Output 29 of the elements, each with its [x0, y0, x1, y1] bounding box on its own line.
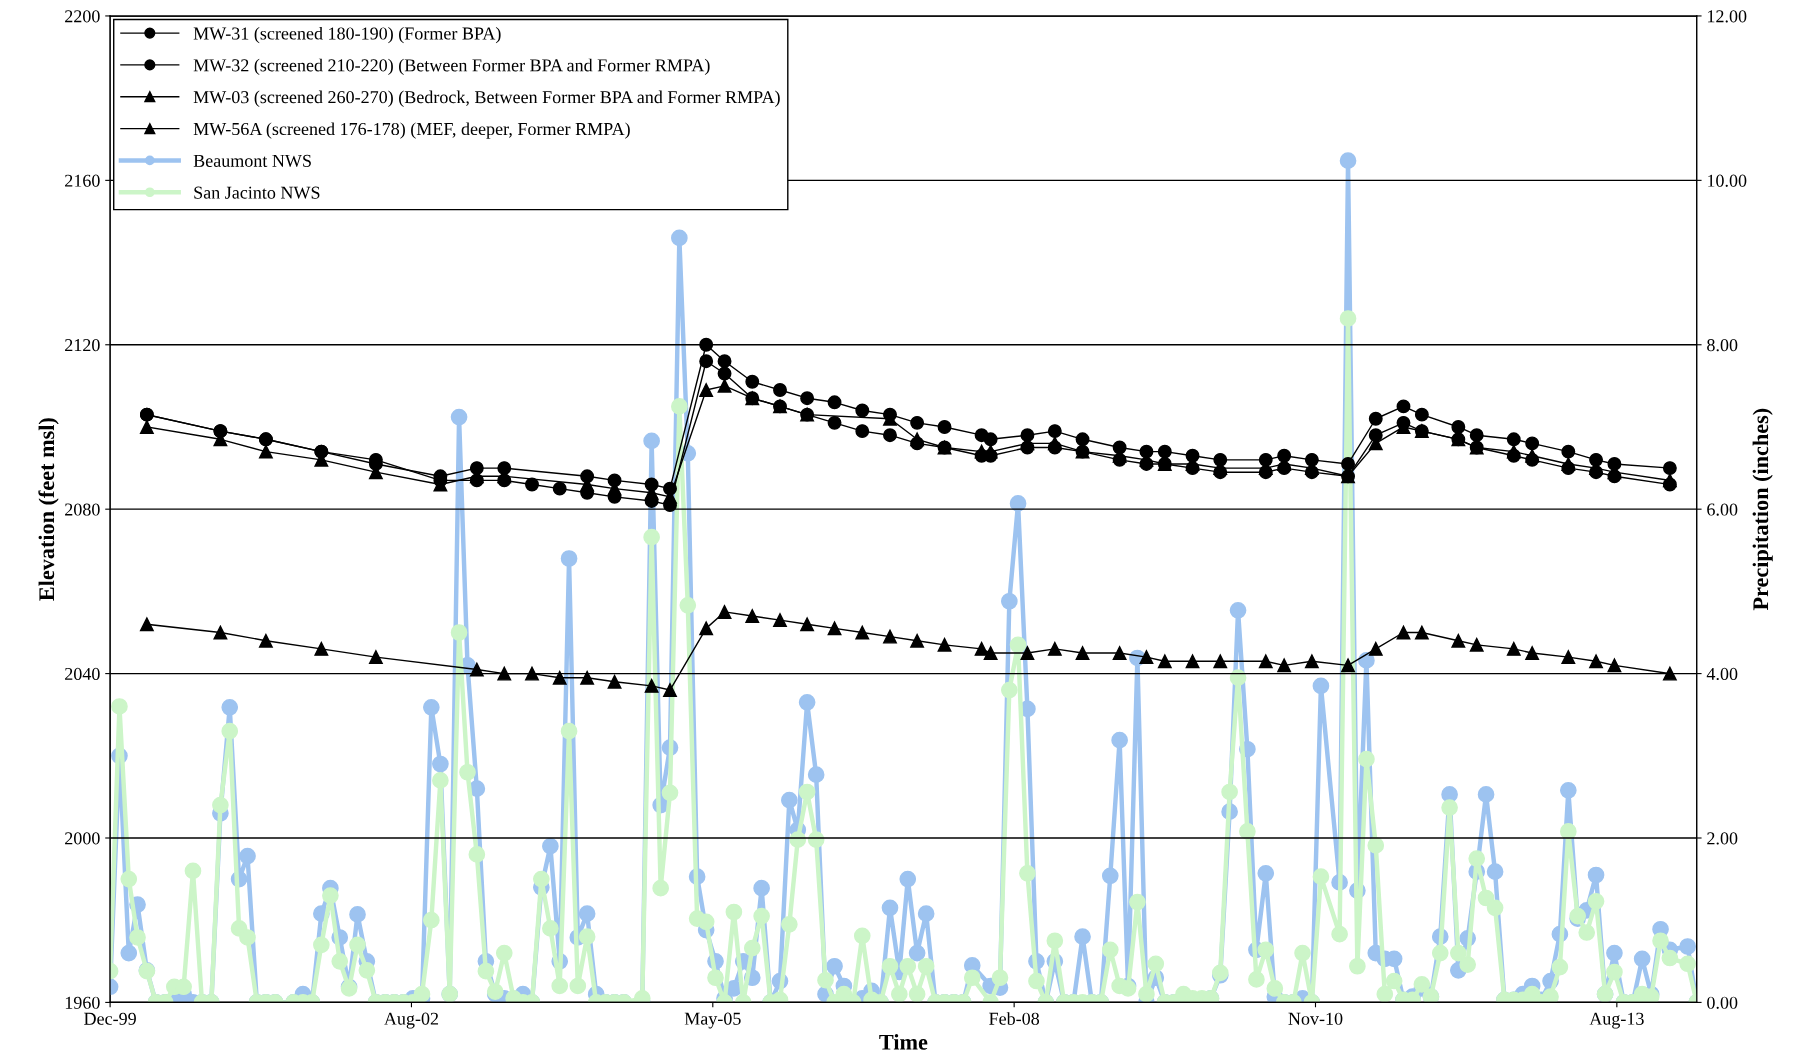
legend-label: MW-03 (screened 260-270) (Bedrock, Between Former BPA and Former RMPA): [193, 90, 780, 107]
x-tick-label: Nov-10: [1288, 1012, 1343, 1025]
legend-label: Beaumont NWS: [193, 154, 311, 168]
y-axis-title: Elevation (feet msl): [38, 418, 59, 601]
y2-tick-label: 8.00: [1707, 339, 1738, 352]
y2-tick-label: 12.00: [1708, 10, 1747, 23]
y-tick-label: 2120: [65, 339, 100, 352]
x-tick-label: Aug-02: [384, 1012, 439, 1029]
y-tick-label: 1960: [65, 996, 100, 1009]
legend-label: MW-56A (screened 176-178) (MEF, deeper, Former RMPA): [193, 122, 630, 139]
x-tick-label: Dec-99: [84, 1012, 136, 1025]
y2-axis-title: Precipitation (inches): [1752, 408, 1773, 611]
y-tick-label: 2000: [65, 832, 100, 845]
legend-label: MW-32 (screened 210-220) (Between Former BPA and Former RMPA): [193, 58, 710, 76]
x-tick-label: Aug-13: [1589, 1012, 1644, 1029]
y-tick-label: 2160: [65, 174, 100, 187]
y2-tick-label: 10.00: [1708, 174, 1747, 187]
legend-label: San Jacinto NWS: [194, 186, 320, 199]
x-tick-label: May-05: [684, 1012, 741, 1029]
y-tick-label: 2200: [65, 10, 100, 23]
y-tick-label: 2080: [65, 503, 100, 516]
legend-label: MW-31 (screened 180-190) (Former BPA): [193, 26, 501, 44]
y-tick-label: 2040: [65, 667, 100, 681]
x-axis-title: Time: [879, 1034, 928, 1050]
y2-tick-label: 6.00: [1707, 503, 1738, 516]
x-tick-label: Feb-08: [989, 1012, 1040, 1025]
y2-tick-label: 4.00: [1706, 667, 1738, 681]
y2-tick-label: 2.00: [1707, 832, 1738, 845]
y2-tick-label: 0.00: [1707, 996, 1738, 1009]
